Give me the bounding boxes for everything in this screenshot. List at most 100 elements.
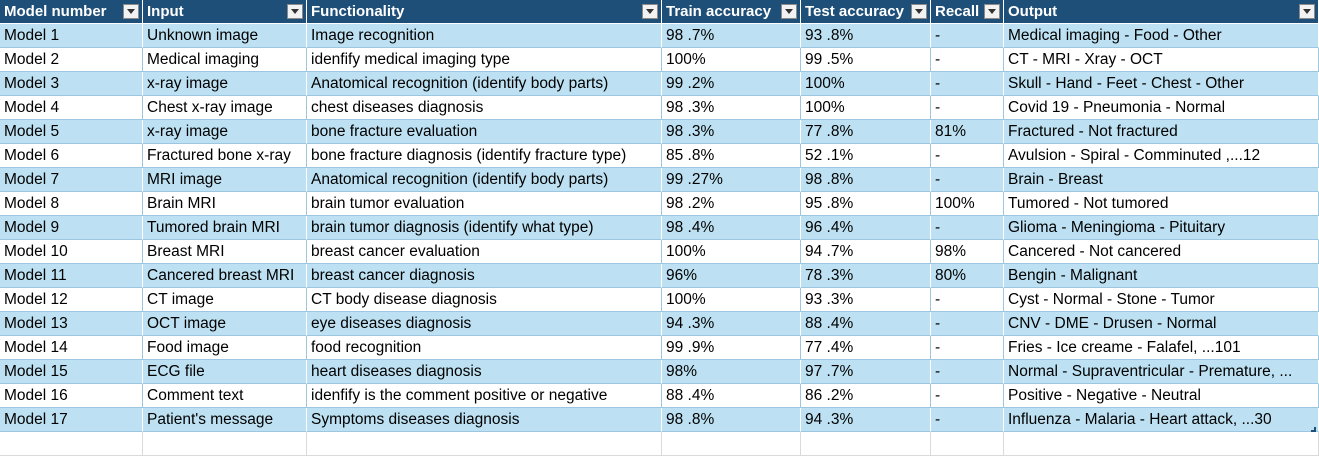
cell-output[interactable]: Cyst - Normal - Stone - Tumor <box>1004 288 1319 312</box>
filter-dropdown-icon[interactable] <box>123 4 139 19</box>
cell-train-accuracy[interactable]: 100% <box>662 48 801 72</box>
cell-test-accuracy[interactable]: 52 .1% <box>801 144 931 168</box>
cell-train-accuracy[interactable]: 100% <box>662 288 801 312</box>
cell-train-accuracy[interactable]: 98 .2% <box>662 192 801 216</box>
cell-train-accuracy[interactable]: 96% <box>662 264 801 288</box>
cell-recall[interactable]: - <box>931 96 1004 120</box>
cell-train-accuracy[interactable]: 98 .3% <box>662 96 801 120</box>
cell-recall[interactable]: 80% <box>931 264 1004 288</box>
cell-train-accuracy[interactable]: 98 .7% <box>662 24 801 48</box>
cell-test-accuracy[interactable]: 96 .4% <box>801 216 931 240</box>
cell-functionality[interactable]: bone fracture evaluation <box>307 120 662 144</box>
cell-recall[interactable]: - <box>931 288 1004 312</box>
cell-input[interactable]: MRI image <box>143 168 307 192</box>
cell-recall[interactable]: - <box>931 24 1004 48</box>
cell-model-number[interactable]: Model 13 <box>0 312 143 336</box>
cell-test-accuracy[interactable]: 94 .3% <box>801 408 931 432</box>
empty-cell[interactable] <box>143 432 307 456</box>
cell-functionality[interactable]: chest diseases diagnosis <box>307 96 662 120</box>
cell-input[interactable]: Medical imaging <box>143 48 307 72</box>
cell-model-number[interactable]: Model 10 <box>0 240 143 264</box>
cell-train-accuracy[interactable]: 99 .2% <box>662 72 801 96</box>
cell-input[interactable]: Fractured bone x-ray <box>143 144 307 168</box>
cell-model-number[interactable]: Model 12 <box>0 288 143 312</box>
cell-train-accuracy[interactable]: 100% <box>662 240 801 264</box>
cell-test-accuracy[interactable]: 97 .7% <box>801 360 931 384</box>
cell-input[interactable]: x-ray image <box>143 120 307 144</box>
cell-recall[interactable]: - <box>931 336 1004 360</box>
cell-model-number[interactable]: Model 3 <box>0 72 143 96</box>
cell-recall[interactable]: - <box>931 72 1004 96</box>
cell-recall[interactable]: - <box>931 384 1004 408</box>
cell-functionality[interactable]: idenfify medical imaging type <box>307 48 662 72</box>
cell-model-number[interactable]: Model 8 <box>0 192 143 216</box>
cell-functionality[interactable]: Anatomical recognition (identify body pa… <box>307 168 662 192</box>
cell-test-accuracy[interactable]: 98 .8% <box>801 168 931 192</box>
cell-functionality[interactable]: breast cancer evaluation <box>307 240 662 264</box>
cell-train-accuracy[interactable]: 98 .4% <box>662 216 801 240</box>
cell-output[interactable]: Avulsion - Spiral - Comminuted ,...12 <box>1004 144 1319 168</box>
cell-test-accuracy[interactable]: 88 .4% <box>801 312 931 336</box>
cell-test-accuracy[interactable]: 100% <box>801 72 931 96</box>
empty-cell[interactable] <box>0 432 143 456</box>
cell-output[interactable]: Influenza - Malaria - Heart attack, ...3… <box>1004 408 1319 432</box>
cell-recall[interactable]: - <box>931 360 1004 384</box>
cell-functionality[interactable]: food recognition <box>307 336 662 360</box>
filter-dropdown-icon[interactable] <box>911 4 927 19</box>
cell-input[interactable]: Brain MRI <box>143 192 307 216</box>
cell-input[interactable]: OCT image <box>143 312 307 336</box>
cell-model-number[interactable]: Model 6 <box>0 144 143 168</box>
cell-train-accuracy[interactable]: 98% <box>662 360 801 384</box>
cell-model-number[interactable]: Model 4 <box>0 96 143 120</box>
cell-test-accuracy[interactable]: 93 .8% <box>801 24 931 48</box>
cell-output[interactable]: Positive - Negative - Neutral <box>1004 384 1319 408</box>
cell-functionality[interactable]: breast cancer diagnosis <box>307 264 662 288</box>
cell-model-number[interactable]: Model 11 <box>0 264 143 288</box>
cell-input[interactable]: Tumored brain MRI <box>143 216 307 240</box>
cell-recall[interactable]: - <box>931 216 1004 240</box>
cell-test-accuracy[interactable]: 86 .2% <box>801 384 931 408</box>
cell-output[interactable]: Fries - Ice creame - Falafel, ...101 <box>1004 336 1319 360</box>
filter-dropdown-icon[interactable] <box>287 4 303 19</box>
table-resize-handle[interactable] <box>1311 427 1316 432</box>
empty-cell[interactable] <box>1004 432 1319 456</box>
cell-input[interactable]: Unknown image <box>143 24 307 48</box>
cell-input[interactable]: Breast MRI <box>143 240 307 264</box>
cell-functionality[interactable]: brain tumor evaluation <box>307 192 662 216</box>
cell-test-accuracy[interactable]: 93 .3% <box>801 288 931 312</box>
cell-model-number[interactable]: Model 15 <box>0 360 143 384</box>
cell-model-number[interactable]: Model 16 <box>0 384 143 408</box>
cell-functionality[interactable]: brain tumor diagnosis (identify what typ… <box>307 216 662 240</box>
cell-functionality[interactable]: Symptoms diseases diagnosis <box>307 408 662 432</box>
cell-functionality[interactable]: idenfify is the comment positive or nega… <box>307 384 662 408</box>
empty-cell[interactable] <box>801 432 931 456</box>
cell-recall[interactable]: 81% <box>931 120 1004 144</box>
cell-recall[interactable]: 98% <box>931 240 1004 264</box>
cell-train-accuracy[interactable]: 85 .8% <box>662 144 801 168</box>
cell-model-number[interactable]: Model 2 <box>0 48 143 72</box>
cell-input[interactable]: x-ray image <box>143 72 307 96</box>
cell-output[interactable]: Skull - Hand - Feet - Chest - Other <box>1004 72 1319 96</box>
empty-cell[interactable] <box>931 432 1004 456</box>
filter-dropdown-icon[interactable] <box>781 4 797 19</box>
cell-functionality[interactable]: CT body disease diagnosis <box>307 288 662 312</box>
filter-dropdown-icon[interactable] <box>984 4 1000 19</box>
cell-train-accuracy[interactable]: 88 .4% <box>662 384 801 408</box>
cell-recall[interactable]: - <box>931 168 1004 192</box>
empty-cell[interactable] <box>662 432 801 456</box>
cell-functionality[interactable]: Image recognition <box>307 24 662 48</box>
cell-test-accuracy[interactable]: 100% <box>801 96 931 120</box>
cell-test-accuracy[interactable]: 95 .8% <box>801 192 931 216</box>
cell-model-number[interactable]: Model 14 <box>0 336 143 360</box>
cell-train-accuracy[interactable]: 98 .3% <box>662 120 801 144</box>
cell-recall[interactable]: - <box>931 312 1004 336</box>
cell-recall[interactable]: - <box>931 144 1004 168</box>
cell-output[interactable]: Glioma - Meningioma - Pituitary <box>1004 216 1319 240</box>
cell-test-accuracy[interactable]: 99 .5% <box>801 48 931 72</box>
filter-dropdown-icon[interactable] <box>1299 4 1315 19</box>
cell-output[interactable]: Medical imaging - Food - Other <box>1004 24 1319 48</box>
cell-output[interactable]: Tumored - Not tumored <box>1004 192 1319 216</box>
cell-input[interactable]: CT image <box>143 288 307 312</box>
cell-output[interactable]: Cancered - Not cancered <box>1004 240 1319 264</box>
cell-functionality[interactable]: eye diseases diagnosis <box>307 312 662 336</box>
